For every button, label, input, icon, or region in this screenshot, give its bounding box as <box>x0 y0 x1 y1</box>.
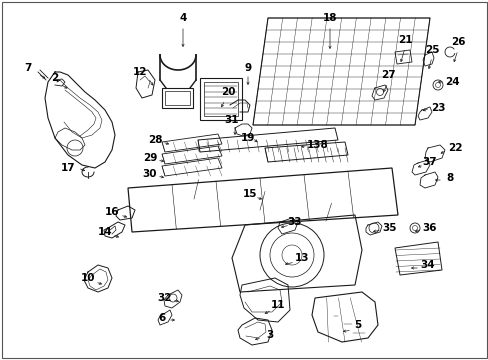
Text: 33: 33 <box>287 217 302 227</box>
Text: 11: 11 <box>270 300 285 310</box>
Text: 7: 7 <box>24 63 32 73</box>
Text: 29: 29 <box>142 153 157 163</box>
Text: 35: 35 <box>382 223 396 233</box>
Text: 34: 34 <box>420 260 434 270</box>
Text: 6: 6 <box>158 313 165 323</box>
Text: 17: 17 <box>61 163 75 173</box>
Text: 30: 30 <box>142 169 157 179</box>
Text: 4: 4 <box>179 13 186 23</box>
Text: 8: 8 <box>446 173 453 183</box>
Text: 16: 16 <box>104 207 119 217</box>
Text: 26: 26 <box>450 37 464 47</box>
Text: 28: 28 <box>147 135 162 145</box>
Text: 21: 21 <box>397 35 411 45</box>
Text: 18: 18 <box>322 13 337 23</box>
Text: 3: 3 <box>266 330 273 340</box>
Text: 12: 12 <box>132 67 147 77</box>
Text: 25: 25 <box>424 45 438 55</box>
Text: 19: 19 <box>240 133 255 143</box>
Text: 31: 31 <box>224 115 239 125</box>
Text: 2: 2 <box>51 73 59 83</box>
Text: 27: 27 <box>380 70 394 80</box>
Text: 24: 24 <box>444 77 458 87</box>
Text: 138: 138 <box>306 140 328 150</box>
Text: 9: 9 <box>244 63 251 73</box>
Text: 23: 23 <box>430 103 445 113</box>
Text: 15: 15 <box>242 189 257 199</box>
Text: 14: 14 <box>98 227 112 237</box>
Text: 22: 22 <box>447 143 461 153</box>
Text: 5: 5 <box>354 320 361 330</box>
Text: 10: 10 <box>81 273 95 283</box>
Text: 36: 36 <box>422 223 436 233</box>
Text: 37: 37 <box>422 157 436 167</box>
Text: 32: 32 <box>158 293 172 303</box>
Text: 13: 13 <box>294 253 308 263</box>
Text: 20: 20 <box>220 87 235 97</box>
